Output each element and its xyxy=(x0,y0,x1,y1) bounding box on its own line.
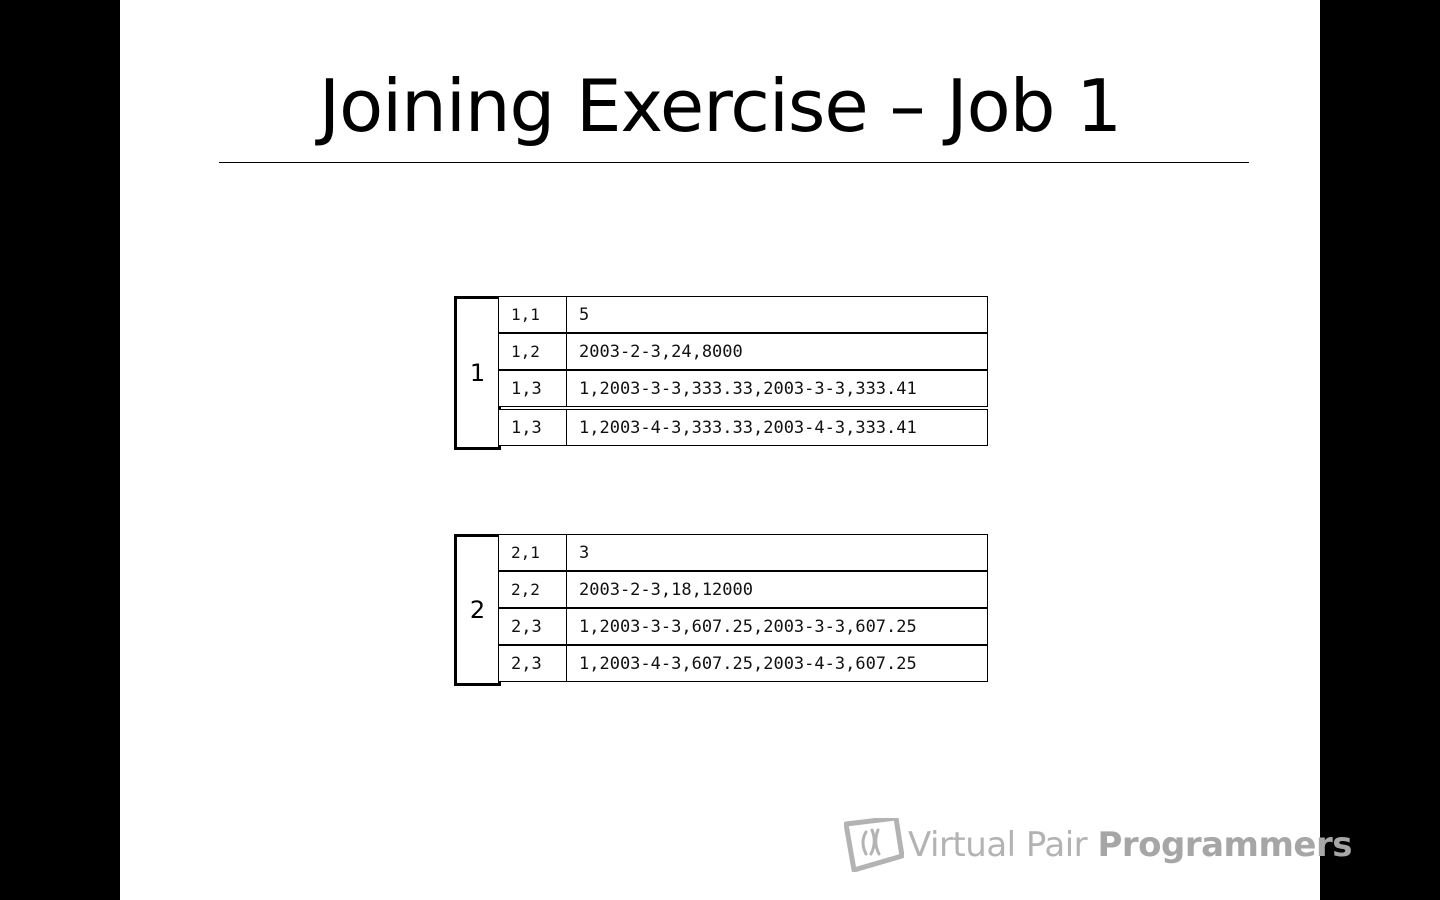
row-value: 1,2003-3-3,607.25,2003-3-3,607.25 xyxy=(579,616,917,637)
table-row: 1,3 1,2003-3-3,333.33,2003-3-3,333.41 xyxy=(498,370,988,407)
group-key: 1 xyxy=(454,296,501,450)
table-row: 2,1 3 xyxy=(498,534,988,571)
row-key: 2,3 xyxy=(499,609,567,644)
row-key: 1,2 xyxy=(499,334,567,369)
slide-title: Joining Exercise – Job 1 xyxy=(318,64,1122,148)
slide: Joining Exercise – Job 1 1 1,1 5 1,2 200… xyxy=(120,0,1352,900)
row-value: 2003-2-3,24,8000 xyxy=(579,341,743,362)
row-key: 2,3 xyxy=(499,646,567,681)
row-value: 3 xyxy=(579,542,590,563)
row-key: 1,3 xyxy=(499,410,567,445)
table-row: 2,3 1,2003-4-3,607.25,2003-4-3,607.25 xyxy=(498,645,988,682)
row-key: 2,2 xyxy=(499,572,567,607)
row-key: 2,1 xyxy=(499,535,567,570)
group-key: 2 xyxy=(454,534,501,686)
vpp-logo: Virtual Pair Programmers xyxy=(844,818,1352,872)
row-value: 5 xyxy=(579,304,590,325)
table-row: 1,2 2003-2-3,24,8000 xyxy=(498,333,988,370)
title-divider xyxy=(219,162,1249,163)
table-row: 2,3 1,2003-3-3,607.25,2003-3-3,607.25 xyxy=(498,608,988,645)
logo-name-bold: Programmers xyxy=(1097,825,1352,865)
vpp-logo-icon xyxy=(844,818,904,872)
logo-text: Virtual Pair Programmers xyxy=(908,825,1352,865)
row-value: 1,2003-4-3,333.33,2003-4-3,333.41 xyxy=(579,417,917,438)
table-row: 1,3 1,2003-4-3,333.33,2003-4-3,333.41 xyxy=(498,409,988,446)
row-value: 1,2003-3-3,333.33,2003-3-3,333.41 xyxy=(579,378,917,399)
row-value: 2003-2-3,18,12000 xyxy=(579,579,753,600)
group-1-table: 1 1,1 5 1,2 2003-2-3,24,8000 1,3 1,2003-… xyxy=(454,296,989,450)
table-row: 2,2 2003-2-3,18,12000 xyxy=(498,571,988,608)
group-2-table: 2 2,1 3 2,2 2003-2-3,18,12000 2,3 1,2003… xyxy=(454,534,989,688)
logo-name-light: Virtual Pair xyxy=(908,825,1098,865)
row-value: 1,2003-4-3,607.25,2003-4-3,607.25 xyxy=(579,653,917,674)
row-key: 1,3 xyxy=(499,371,567,406)
row-key: 1,1 xyxy=(499,297,567,332)
table-row: 1,1 5 xyxy=(498,296,988,333)
